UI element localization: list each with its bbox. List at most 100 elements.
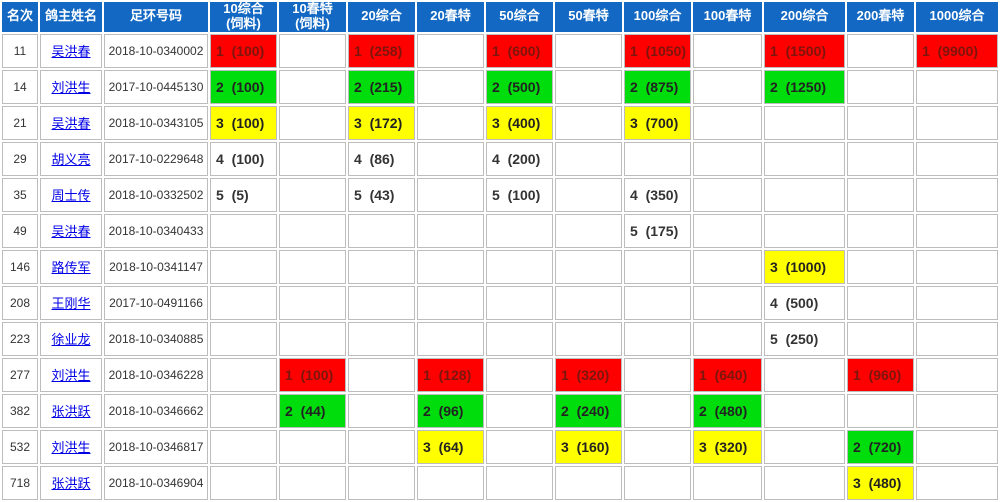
empty-cell [555, 105, 622, 140]
owner-name-cell: 刘洪生 [40, 429, 102, 464]
table-row: 208 王刚华 2017-10-0491166 4 (500) [2, 285, 998, 320]
empty-cell [348, 429, 415, 464]
empty-cell [693, 249, 762, 284]
column-header: 10综合 (饲料) [210, 1, 277, 32]
empty-cell [624, 321, 691, 356]
owner-name-cell: 徐业龙 [40, 321, 102, 356]
ring-number-cell: 2018-10-0340002 [104, 33, 208, 68]
table-row: 29 胡义亮 2017-10-0229648 4 (100) 4 (86) 4 (200) [2, 141, 998, 176]
prize-cell: 3 (160) [555, 429, 622, 464]
owner-link[interactable]: 张洪跃 [51, 404, 91, 420]
ring-number-cell: 2018-10-0346662 [104, 393, 208, 428]
empty-cell [417, 213, 484, 248]
column-header: 10春特 (饲料) [279, 1, 346, 32]
table-row: 146 路传军 2018-10-0341147 3 (1000) [2, 249, 998, 284]
rank-cell: 11 [2, 33, 38, 68]
table-row: 35 周士传 2018-10-0332502 5 (5) 5 (43) 5 (100) 4 … [2, 177, 998, 212]
empty-cell [348, 393, 415, 428]
owner-link[interactable]: 吴洪春 [51, 44, 91, 60]
prize-cell: 4 (350) [624, 177, 691, 212]
empty-cell [693, 285, 762, 320]
column-header: 20综合 [348, 2, 415, 32]
owner-link[interactable]: 胡义亮 [51, 152, 91, 168]
owner-link[interactable]: 吴洪春 [51, 224, 91, 240]
owner-link[interactable]: 王刚华 [51, 296, 91, 312]
rank-cell: 532 [2, 429, 38, 464]
owner-name-cell: 胡义亮 [40, 141, 102, 176]
owner-link[interactable]: 徐业龙 [51, 332, 91, 348]
empty-cell [210, 213, 277, 248]
owner-name-cell: 王刚华 [40, 285, 102, 320]
owner-name-cell: 张洪跃 [40, 393, 102, 428]
table-row: 21 吴洪春 2018-10-0343105 3 (100) 3 (172) 3 (400… [2, 105, 998, 140]
owner-name-cell: 吴洪春 [40, 105, 102, 140]
prize-cell: 5 (250) [764, 321, 845, 356]
empty-cell [279, 321, 346, 356]
prize-cell: 3 (1000) [764, 249, 845, 284]
empty-cell [624, 285, 691, 320]
empty-cell [916, 393, 998, 428]
owner-link[interactable]: 路传军 [51, 260, 91, 276]
empty-cell [555, 141, 622, 176]
prize-cell: 5 (43) [348, 177, 415, 212]
empty-cell [555, 33, 622, 68]
ring-number-cell: 2018-10-0343105 [104, 105, 208, 140]
empty-cell [279, 105, 346, 140]
empty-cell [417, 285, 484, 320]
empty-cell [348, 213, 415, 248]
empty-cell [847, 285, 914, 320]
prize-cell: 3 (320) [693, 429, 762, 464]
column-header: 100综合 [624, 2, 691, 32]
empty-cell [486, 321, 553, 356]
table-row: 277 刘洪生 2018-10-0346228 1 (100) 1 (128) 1 (32… [2, 357, 998, 392]
ring-number-cell: 2018-10-0346904 [104, 465, 208, 500]
empty-cell [279, 33, 346, 68]
empty-cell [417, 141, 484, 176]
empty-cell [555, 249, 622, 284]
prize-cell: 2 (100) [210, 69, 277, 104]
owner-name-cell: 刘洪生 [40, 69, 102, 104]
empty-cell [417, 69, 484, 104]
owner-link[interactable]: 张洪跃 [51, 476, 91, 492]
empty-cell [279, 213, 346, 248]
owner-link[interactable]: 周士传 [51, 188, 91, 204]
empty-cell [555, 465, 622, 500]
empty-cell [916, 213, 998, 248]
empty-cell [624, 465, 691, 500]
owner-link[interactable]: 刘洪生 [51, 368, 91, 384]
table-row: 223 徐业龙 2018-10-0340885 5 (250) [2, 321, 998, 356]
owner-name-cell: 刘洪生 [40, 357, 102, 392]
empty-cell [348, 249, 415, 284]
empty-cell [279, 177, 346, 212]
ring-number-cell: 2017-10-0491166 [104, 285, 208, 320]
table-row: 382 张洪跃 2018-10-0346662 2 (44) 2 (96) 2 (240)… [2, 393, 998, 428]
prize-cell: 1 (960) [847, 357, 914, 392]
empty-cell [916, 249, 998, 284]
owner-link[interactable]: 刘洪生 [51, 80, 91, 96]
prize-cell: 1 (9900) [916, 33, 998, 68]
empty-cell [210, 285, 277, 320]
empty-cell [693, 321, 762, 356]
empty-cell [847, 213, 914, 248]
empty-cell [555, 285, 622, 320]
prize-cell: 4 (500) [764, 285, 845, 320]
owner-link[interactable]: 吴洪春 [51, 116, 91, 132]
column-header: 20春特 [417, 2, 484, 32]
prize-cell: 1 (128) [417, 357, 484, 392]
empty-cell [486, 465, 553, 500]
prize-cell: 2 (875) [624, 69, 691, 104]
empty-cell [279, 465, 346, 500]
rank-cell: 29 [2, 141, 38, 176]
empty-cell [764, 357, 845, 392]
empty-cell [348, 285, 415, 320]
owner-link[interactable]: 刘洪生 [51, 440, 91, 456]
prize-cell: 4 (86) [348, 141, 415, 176]
column-header: 200综合 [764, 2, 845, 32]
rank-cell: 223 [2, 321, 38, 356]
prize-cell: 3 (64) [417, 429, 484, 464]
empty-cell [417, 321, 484, 356]
empty-cell [764, 429, 845, 464]
prize-cell: 1 (100) [279, 357, 346, 392]
prize-cell: 2 (215) [348, 69, 415, 104]
